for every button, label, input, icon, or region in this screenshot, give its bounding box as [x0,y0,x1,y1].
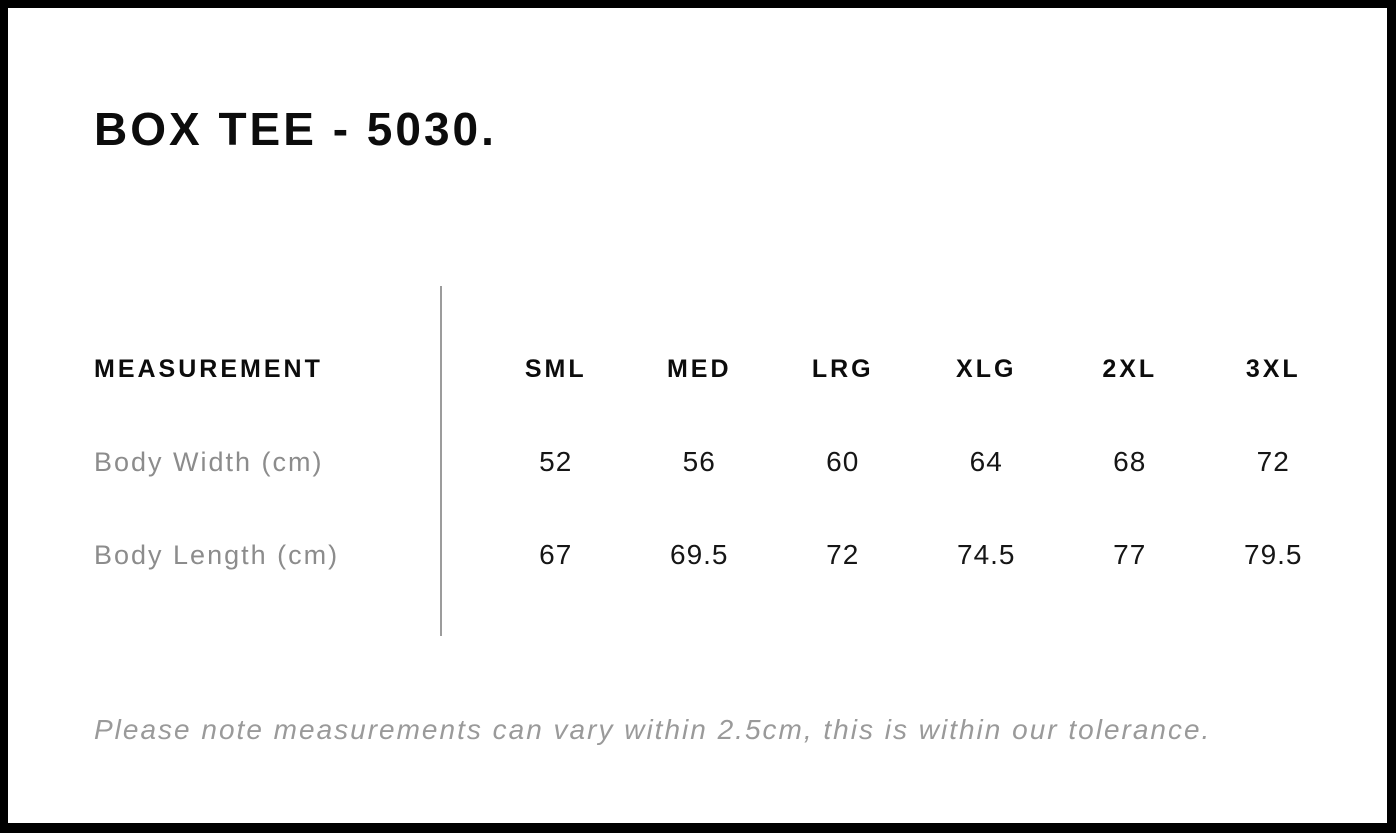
size-header-lrg: LRG [811,354,874,383]
tolerance-note: Please note measurements can vary within… [94,713,1212,745]
size-header-med: MED [666,354,732,383]
size-header-3xl: 3XL [1245,354,1301,383]
body-width-sml: 52 [539,446,573,478]
body-width-med: 56 [682,446,716,478]
column-divider [440,285,442,636]
size-header-xlg: XLG [956,354,1017,383]
body-length-2xl: 77 [1113,539,1147,571]
size-table: MEASUREMENT SML MED LRG XLG 2XL 3XL Body… [94,285,1345,636]
body-width-xlg: 64 [969,446,1003,478]
body-length-xlg: 74.5 [957,539,1016,571]
body-length-3xl: 79.5 [1244,539,1303,571]
body-width-lrg: 60 [826,446,860,478]
size-header-sml: SML [524,354,587,383]
body-length-lrg: 72 [826,539,860,571]
size-table-grid: MEASUREMENT SML MED LRG XLG 2XL 3XL Body… [94,323,1345,602]
measurement-column-header: MEASUREMENT [94,354,323,383]
body-length-med: 69.5 [670,539,729,571]
page-title: BOX TEE - 5030. [94,103,497,155]
size-header-2xl: 2XL [1102,354,1158,383]
body-width-3xl: 72 [1256,446,1290,478]
body-length-sml: 67 [539,539,573,571]
row-label-body-length: Body Length (cm) [94,539,340,570]
body-width-2xl: 68 [1113,446,1147,478]
row-label-body-width: Body Width (cm) [94,446,324,477]
